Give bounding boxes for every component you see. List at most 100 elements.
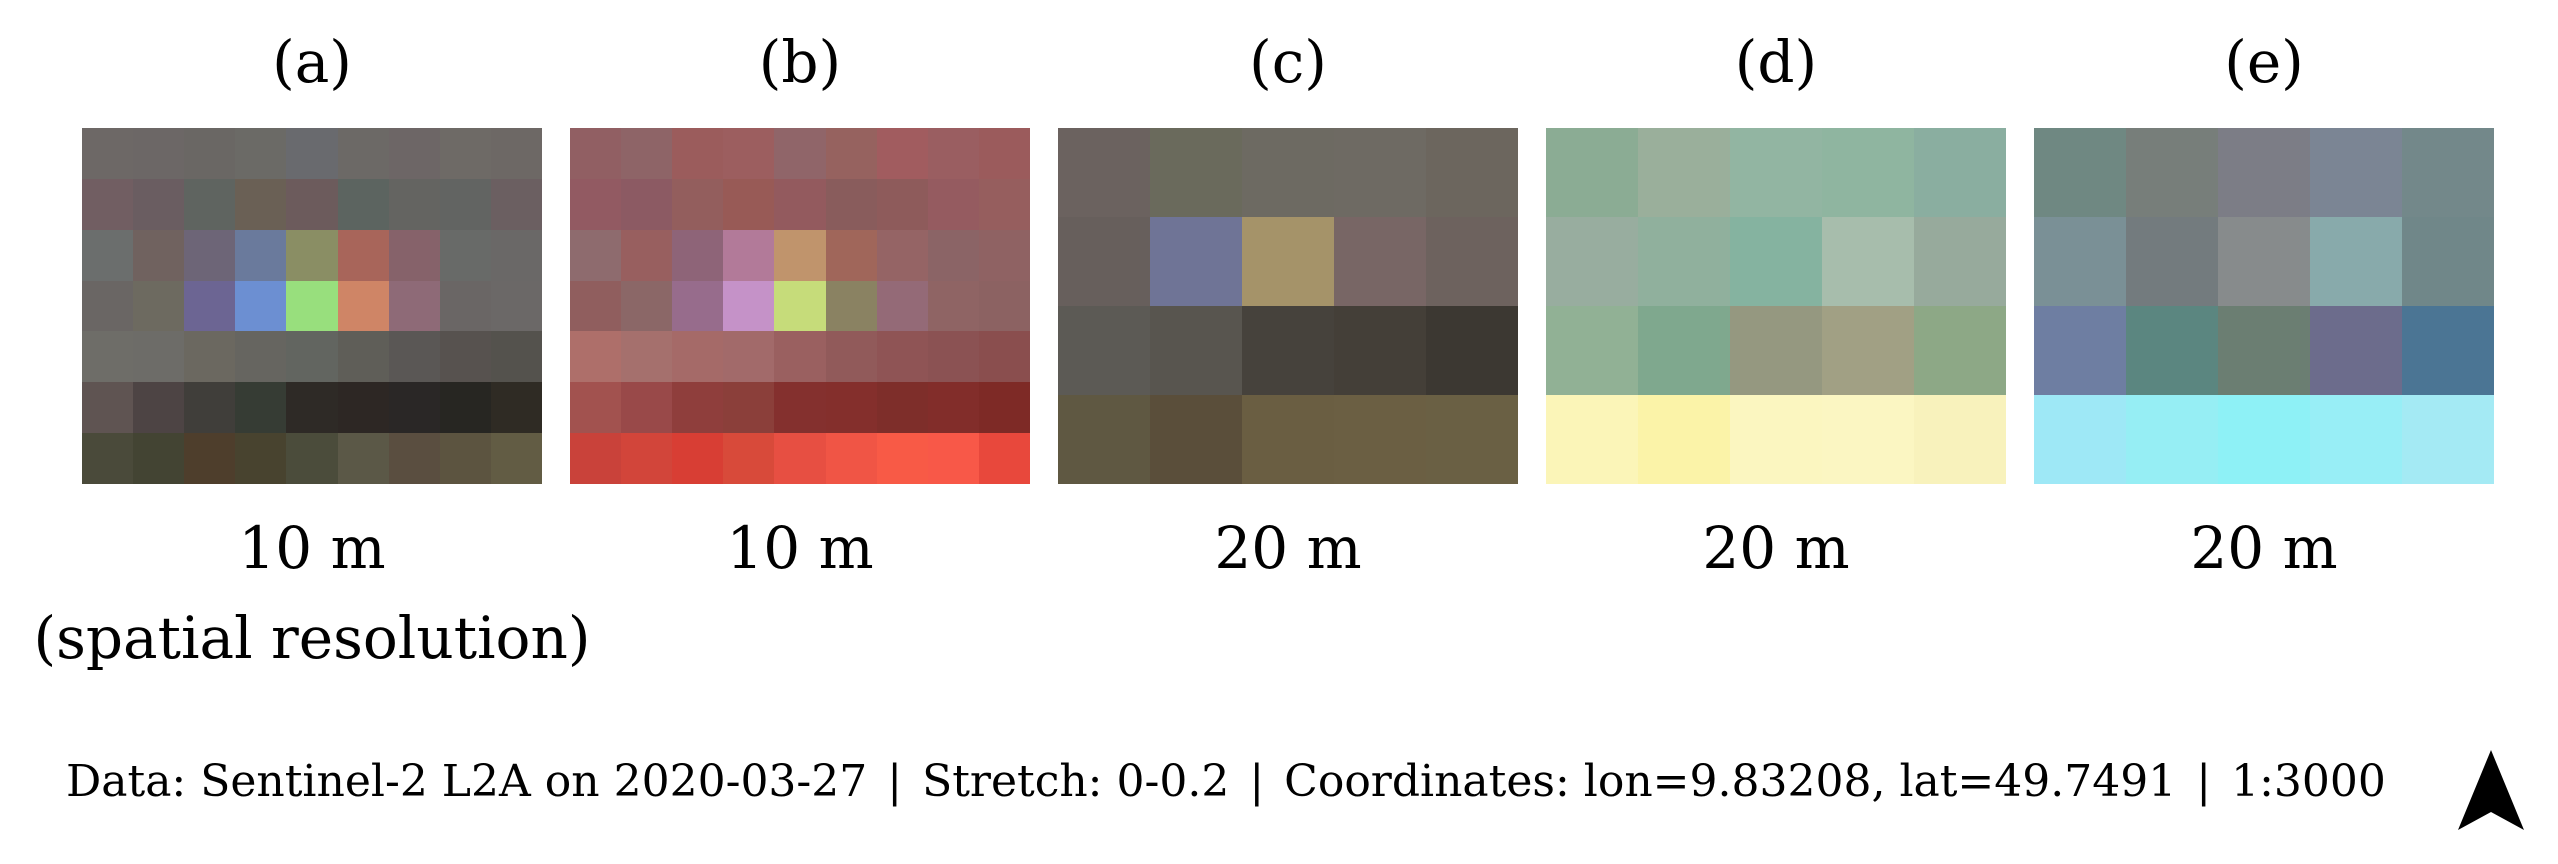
pixel-cell: [978, 331, 1030, 383]
pixel-cell: [286, 382, 338, 434]
pixel-cell: [82, 433, 134, 484]
pixel-cell: [82, 229, 134, 281]
pixel-cell: [133, 331, 185, 383]
pixel-cell: [133, 229, 185, 281]
pixel-cell: [286, 433, 338, 484]
pixel-cell: [1730, 217, 1822, 306]
pixel-cell: [1822, 306, 1914, 395]
pixel-cell: [825, 128, 877, 179]
pixel-cell: [82, 178, 134, 230]
panel-b-label: (b): [758, 28, 842, 96]
pixel-cell: [825, 382, 877, 434]
panel-d-label: (d): [1734, 28, 1818, 96]
pixel-cell: [978, 382, 1030, 434]
pixel-cell: [927, 128, 979, 179]
pixel-cell: [876, 280, 928, 332]
pixel-cell: [570, 178, 622, 230]
panel-e: (e) 20 m: [2034, 0, 2494, 700]
pixel-cell: [133, 433, 185, 484]
pixel-cell: [235, 178, 287, 230]
pixel-cell: [876, 433, 928, 484]
pixel-cell: [184, 331, 236, 383]
pixel-cell: [82, 331, 134, 383]
pixel-cell: [723, 382, 775, 434]
pixel-cell: [235, 128, 287, 179]
pixel-cell: [1150, 217, 1242, 306]
pixel-cell: [1822, 395, 1914, 484]
pixel-cell: [876, 178, 928, 230]
pixel-cell: [235, 331, 287, 383]
pixel-cell: [490, 229, 542, 281]
panel-d-image-patch: [1546, 128, 2006, 484]
pixel-cell: [774, 229, 826, 281]
panel-b-image-patch: [570, 128, 1030, 484]
pixel-cell: [1242, 306, 1334, 395]
pixel-cell: [570, 382, 622, 434]
pixel-cell: [1822, 128, 1914, 217]
panel-a-label: (a): [272, 28, 352, 96]
panel-e-resolution: 20 m: [2190, 514, 2338, 582]
pixel-cell: [672, 433, 724, 484]
pixel-cell: [2310, 395, 2402, 484]
panel-e-label: (e): [2224, 28, 2304, 96]
pixel-cell: [133, 128, 185, 179]
pixel-cell: [2126, 306, 2218, 395]
panel-c-image-patch: [1058, 128, 1518, 484]
caption-data-source: Data: Sentinel-2 L2A on 2020-03-27: [66, 756, 868, 807]
pixel-cell: [723, 128, 775, 179]
pixel-cell: [1638, 395, 1730, 484]
pixel-cell: [774, 382, 826, 434]
pixel-cell: [1334, 217, 1426, 306]
panel-a: (a) 10 m (spatial resolution): [34, 0, 591, 700]
pixel-cell: [672, 128, 724, 179]
pixel-cell: [1334, 128, 1426, 217]
pixel-cell: [1730, 395, 1822, 484]
pixel-cell: [2402, 395, 2494, 484]
pixel-cell: [2218, 128, 2310, 217]
pixel-cell: [184, 382, 236, 434]
pixel-cell: [672, 178, 724, 230]
pixel-cell: [490, 178, 542, 230]
pixel-cell: [1914, 217, 2006, 306]
pixel-cell: [337, 280, 389, 332]
pixel-cell: [774, 280, 826, 332]
pixel-cell: [133, 280, 185, 332]
pixel-cell: [388, 331, 440, 383]
pixel-cell: [2034, 128, 2126, 217]
pixel-cell: [337, 382, 389, 434]
pixel-cell: [82, 128, 134, 179]
caption-stretch: Stretch: 0-0.2: [922, 756, 1230, 807]
pixel-cell: [439, 382, 491, 434]
pixel-cell: [978, 229, 1030, 281]
pixel-cell: [1546, 306, 1638, 395]
pixel-cell: [774, 331, 826, 383]
panel-d-resolution: 20 m: [1702, 514, 1850, 582]
pixel-cell: [621, 178, 673, 230]
pixel-cell: [235, 382, 287, 434]
panel-b: (b) 10 m: [570, 0, 1030, 700]
pixel-cell: [672, 382, 724, 434]
pixel-cell: [876, 229, 928, 281]
pixel-cell: [388, 229, 440, 281]
pixel-cell: [2218, 306, 2310, 395]
pixel-cell: [723, 178, 775, 230]
pixel-cell: [388, 178, 440, 230]
pixel-cell: [723, 280, 775, 332]
pixel-cell: [439, 433, 491, 484]
pixel-cell: [723, 331, 775, 383]
pixel-cell: [184, 128, 236, 179]
pixel-cell: [439, 178, 491, 230]
pixel-cell: [1914, 395, 2006, 484]
pixel-cell: [2034, 306, 2126, 395]
pixel-cell: [621, 382, 673, 434]
pixel-cell: [825, 178, 877, 230]
pixel-cell: [570, 433, 622, 484]
pixel-cell: [337, 178, 389, 230]
panel-a-image-patch: [82, 128, 542, 484]
pixel-cell: [133, 382, 185, 434]
pixel-cell: [2034, 395, 2126, 484]
pixel-cell: [286, 331, 338, 383]
caption-separator: |: [887, 756, 903, 807]
pixel-cell: [1058, 217, 1150, 306]
pixel-cell: [1058, 306, 1150, 395]
